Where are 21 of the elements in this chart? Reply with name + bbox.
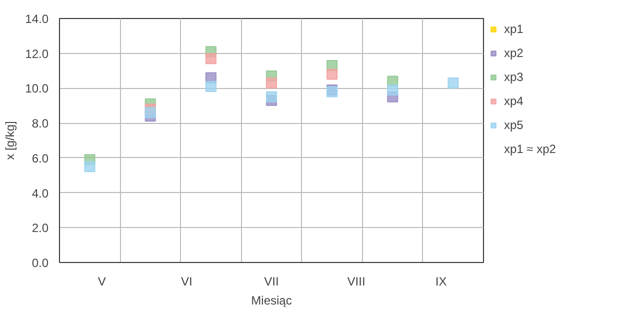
y-tick-label: 6.0 bbox=[32, 151, 49, 166]
text: VII bbox=[264, 274, 279, 288]
text: VIII bbox=[347, 274, 366, 288]
legend-label: xp1 bbox=[504, 22, 524, 36]
legend-label: xp3 bbox=[504, 70, 524, 84]
y-tick-label: 4.0 bbox=[32, 186, 49, 200]
x-axis-title: Miesiąc bbox=[251, 294, 292, 308]
text: VI bbox=[181, 274, 192, 288]
y-tick-label: 8.0 bbox=[32, 116, 49, 131]
y-tick-label: 12.0 bbox=[25, 46, 49, 61]
text: V bbox=[98, 274, 106, 288]
y-axis-title: x [g/kg] bbox=[3, 121, 18, 160]
y-tick-label: 2.0 bbox=[32, 221, 49, 236]
text: xp1 ≈ xp2 bbox=[504, 142, 556, 156]
legend-label: xp4 bbox=[504, 94, 524, 108]
y-tick-label: 10.0 bbox=[25, 82, 49, 96]
y-tick-label: 14.0 bbox=[25, 12, 49, 26]
text: IX bbox=[435, 274, 447, 288]
y-tick-label: 0.0 bbox=[32, 256, 49, 270]
legend-label: xp5 bbox=[504, 118, 524, 132]
legend-label: xp2 bbox=[504, 46, 524, 60]
